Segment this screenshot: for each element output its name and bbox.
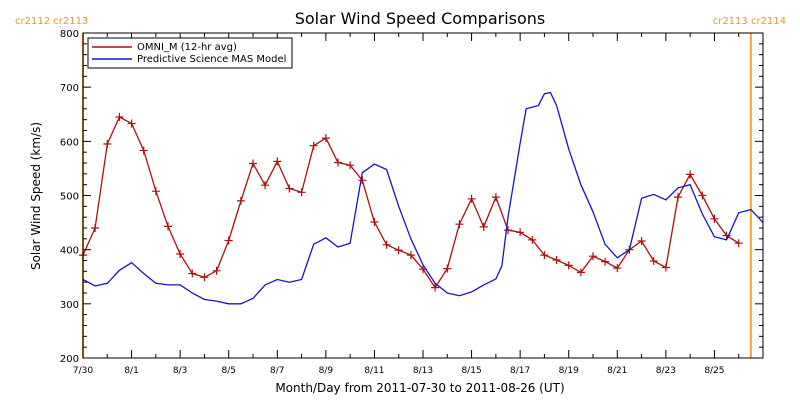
series-0-point-42 [589, 252, 597, 261]
series-0-point-33 [479, 222, 488, 231]
x-tick-label-3: 8/5 [221, 366, 235, 376]
series-0-point-3 [115, 113, 124, 121]
y-tick-label-300: 300 [60, 300, 79, 311]
series-0-point-9 [188, 269, 197, 278]
x-axis-label: Month/Day from 2011-07-30 to 2011-08-26 … [275, 381, 564, 395]
series-0-point-48 [661, 263, 670, 272]
series-0-point-21 [334, 158, 342, 167]
x-tick-label-0: 7/30 [73, 366, 93, 376]
series-0-point-13 [236, 196, 245, 205]
series-0-point-5 [139, 146, 148, 155]
x-tick-label-7: 8/13 [413, 366, 433, 376]
series-0-point-32 [467, 194, 476, 203]
x-tick-label-8: 8/15 [461, 366, 481, 376]
y-tick-label-700: 700 [60, 83, 79, 94]
series-0-point-17 [285, 184, 294, 193]
series-layer [79, 91, 764, 305]
x-tick-label-12: 8/23 [656, 366, 676, 376]
corner-label-right: cr2113 cr2114 [713, 16, 786, 27]
series-0-point-2 [103, 140, 112, 148]
x-tick-label-10: 8/19 [559, 366, 579, 376]
series-0-point-37 [528, 235, 537, 244]
corner-label-left: cr2112 cr2113 [15, 16, 88, 27]
series-0-point-25 [382, 240, 391, 249]
series-0-point-51 [698, 191, 707, 200]
y-tick-label-600: 600 [60, 137, 79, 148]
y-axis: 200 300 400 500 600 700 800 [60, 29, 763, 365]
series-0-point-14 [249, 159, 257, 168]
series-0-point-22 [346, 161, 355, 170]
series-0-point-12 [224, 236, 233, 245]
y-tick-label-400: 400 [60, 246, 79, 257]
series-0-point-1 [91, 224, 100, 232]
series-0-point-53 [722, 231, 731, 240]
series-0-point-36 [516, 228, 525, 237]
x-tick-label-4: 8/7 [270, 366, 284, 376]
legend: OMNI_M (12-hr avg) Predictive Science MA… [87, 37, 293, 69]
series-0-point-26 [394, 246, 403, 255]
series-0-point-29 [431, 283, 440, 292]
x-tick-label-1: 8/1 [124, 366, 138, 376]
legend-label-mas: Predictive Science MAS Model [137, 54, 286, 65]
series-0-point-23 [358, 176, 367, 185]
x-tick-label-11: 8/21 [607, 366, 627, 376]
series-0-point-24 [370, 218, 379, 226]
series-0-point-43 [601, 257, 610, 266]
x-tick-label-6: 8/11 [364, 366, 384, 376]
series-0-point-47 [649, 257, 658, 265]
x-tick-label-9: 8/17 [510, 366, 530, 376]
series-0-point-7 [164, 222, 172, 231]
series-0-point-4 [127, 119, 136, 128]
series-0-point-40 [564, 261, 573, 270]
series-0-point-20 [321, 134, 330, 143]
series-0-point-6 [151, 187, 160, 196]
series-0-point-8 [176, 250, 185, 258]
series-0-point-50 [686, 170, 695, 179]
series-0-point-18 [297, 188, 306, 197]
series-0-point-41 [576, 268, 585, 277]
series-line-1 [82, 91, 764, 305]
legend-label-omni: OMNI_M (12-hr avg) [137, 42, 237, 53]
series-0-point-27 [406, 251, 415, 260]
x-tick-label-5: 8/9 [319, 366, 334, 376]
y-tick-label-500: 500 [60, 192, 79, 203]
series-0-point-11 [212, 266, 221, 275]
series-0-point-46 [637, 237, 646, 245]
plot-frame [82, 32, 764, 359]
series-0-point-49 [674, 193, 682, 202]
series-0-point-44 [613, 264, 622, 273]
x-tick-label-13: 8/25 [704, 366, 724, 376]
series-0-point-38 [540, 251, 549, 260]
series-0-point-54 [734, 239, 743, 248]
series-0-point-34 [491, 193, 500, 202]
series-0-point-35 [504, 226, 512, 235]
y-axis-label: Solar Wind Speed (km/s) [29, 122, 43, 270]
series-0-point-10 [200, 273, 209, 282]
series-0-point-31 [455, 220, 464, 229]
series-0-point-39 [552, 256, 561, 264]
legend-box [87, 37, 293, 69]
x-tick-label-2: 8/3 [173, 366, 187, 376]
chart-title: Solar Wind Speed Comparisons [295, 9, 546, 28]
series-0-point-52 [710, 214, 719, 223]
y-tick-label-800: 800 [60, 29, 79, 40]
series-0-point-15 [261, 181, 270, 190]
series-0-point-19 [309, 141, 318, 150]
x-axis: 7/30 8/1 8/3 8/5 8/7 8/9 8/11 8/13 8/15 8/17 8/19 8… [73, 33, 740, 376]
series-0-point-16 [273, 157, 282, 166]
y-tick-label-200: 200 [60, 354, 79, 365]
series-0-point-30 [443, 264, 452, 273]
